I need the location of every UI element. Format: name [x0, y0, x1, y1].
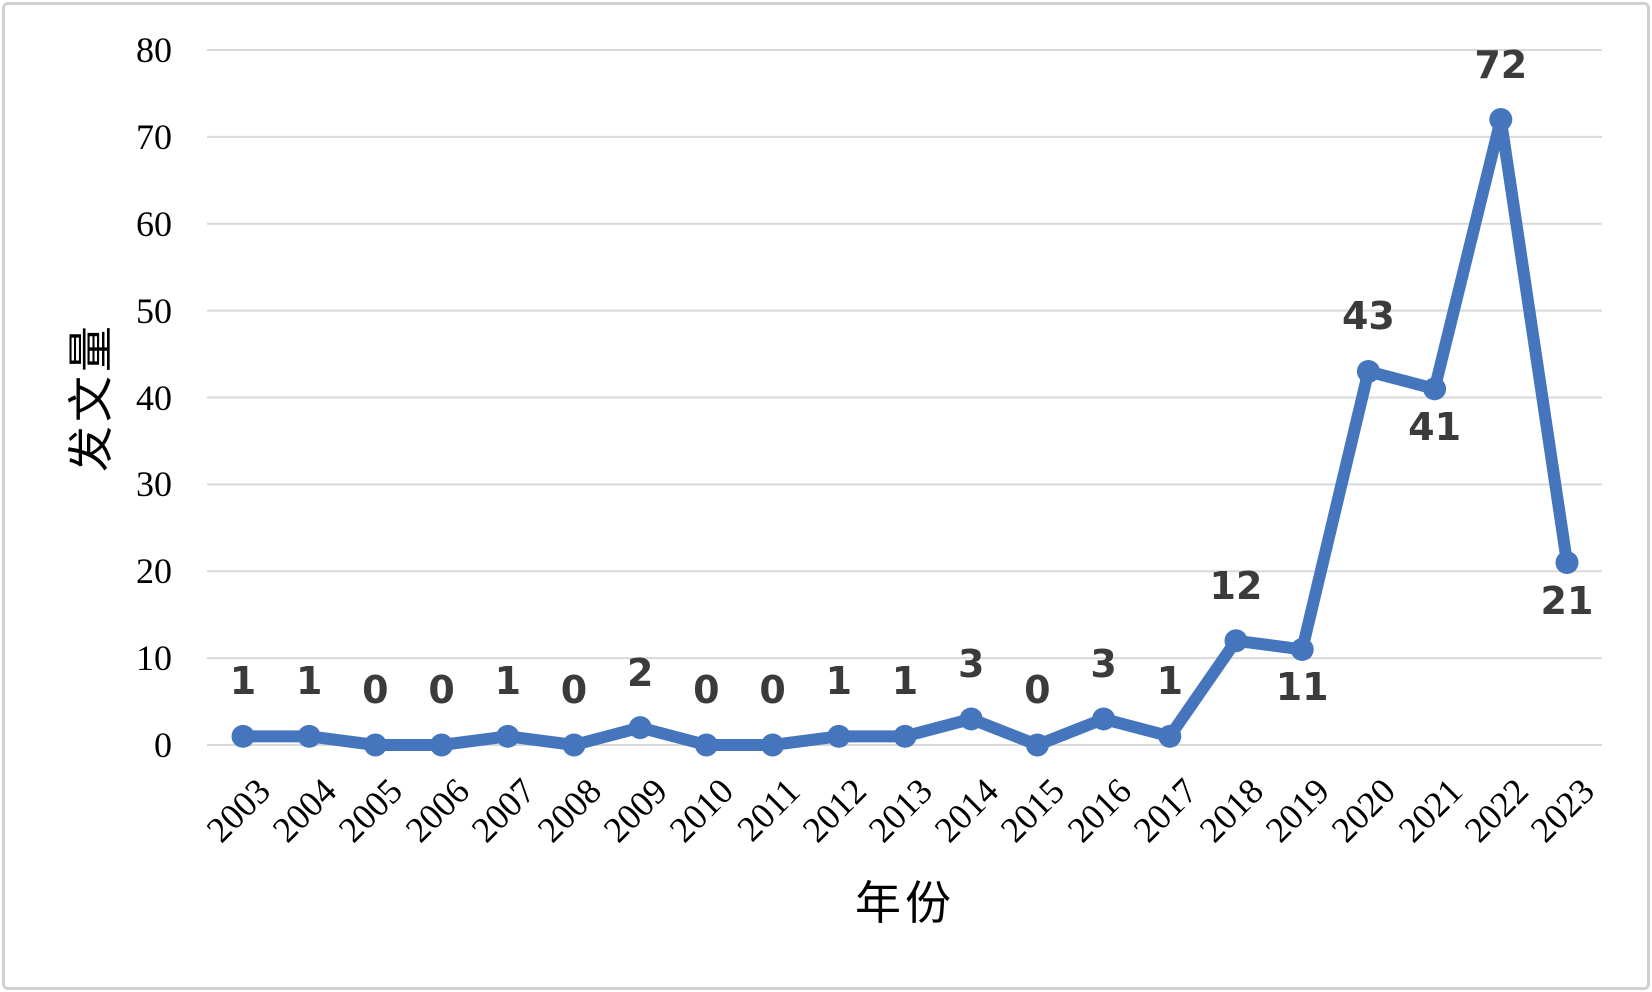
- data-point-marker: [231, 724, 255, 748]
- data-point-marker: [1423, 377, 1447, 401]
- y-tick-label: 30: [136, 464, 172, 505]
- data-label: 3: [957, 641, 985, 686]
- data-label: 2: [626, 650, 654, 695]
- data-point-marker: [562, 733, 586, 757]
- data-label: 1: [1156, 659, 1184, 704]
- data-point-marker: [363, 733, 387, 757]
- data-label: 1: [891, 659, 919, 704]
- data-point-marker: [430, 733, 454, 757]
- data-point-marker: [628, 716, 652, 740]
- data-label: 0: [560, 668, 588, 712]
- x-axis-title: 年份: [855, 878, 955, 929]
- data-point-marker: [1489, 108, 1513, 131]
- y-tick-label: 60: [136, 203, 172, 244]
- data-label: 0: [362, 668, 389, 712]
- data-label: 0: [759, 668, 786, 712]
- data-point-marker: [1224, 629, 1248, 653]
- data-point-marker: [959, 707, 983, 731]
- y-tick-label: 80: [136, 30, 172, 70]
- data-point-marker: [1158, 724, 1182, 748]
- data-point-marker: [1356, 359, 1380, 383]
- data-point-marker: [297, 724, 321, 748]
- data-label: 1: [494, 659, 522, 704]
- data-label: 0: [428, 668, 455, 712]
- data-point-marker: [694, 733, 718, 757]
- y-tick-label: 10: [136, 638, 172, 679]
- data-label: 41: [1408, 404, 1462, 449]
- line-series: [237, 113, 1573, 751]
- data-label: 12: [1209, 563, 1263, 608]
- data-label: 1: [825, 659, 853, 704]
- data-label: 11: [1275, 665, 1329, 710]
- y-tick-label: 20: [136, 551, 172, 592]
- data-label: 1: [229, 659, 257, 704]
- data-point-marker: [1290, 637, 1314, 661]
- data-point-marker: [1555, 551, 1579, 575]
- data-label: 0: [693, 668, 720, 712]
- y-tick-label: 50: [136, 290, 172, 331]
- data-label: 0: [1024, 668, 1051, 712]
- y-tick-label: 0: [154, 725, 172, 765]
- data-point-marker: [893, 724, 917, 748]
- y-axis-title: 发文量: [66, 322, 117, 472]
- data-point-marker: [1025, 733, 1049, 757]
- data-label: 21: [1540, 578, 1594, 623]
- data-point-marker: [1092, 707, 1116, 731]
- data-label: 1: [295, 659, 323, 704]
- data-label: 72: [1474, 42, 1528, 87]
- data-point-marker: [496, 724, 520, 748]
- y-tick-label: 40: [136, 377, 172, 418]
- data-point-marker: [761, 733, 785, 757]
- data-point-marker: [827, 724, 851, 748]
- y-tick-label: 70: [136, 116, 172, 157]
- data-label: 3: [1090, 641, 1117, 686]
- data-label: 43: [1341, 294, 1395, 339]
